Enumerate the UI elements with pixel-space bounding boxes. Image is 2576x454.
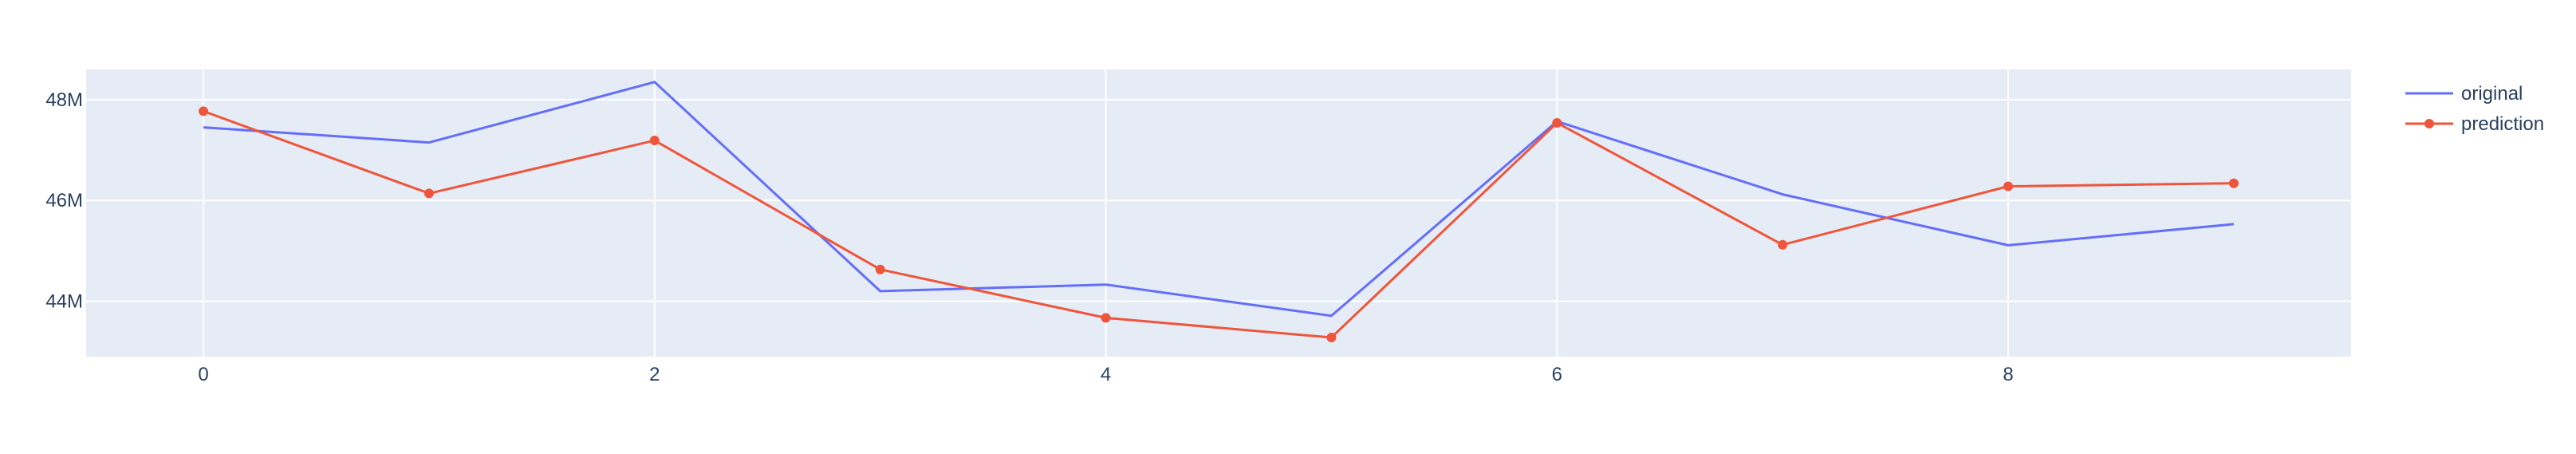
data-point-prediction[interactable] <box>199 106 209 116</box>
data-point-prediction[interactable] <box>423 188 434 199</box>
legend-item-prediction[interactable]: prediction <box>2405 113 2544 135</box>
data-point-prediction[interactable] <box>649 136 660 146</box>
x-tick-label: 8 <box>2003 364 2013 385</box>
x-tick-label: 2 <box>649 364 660 385</box>
y-tick-label: 48M <box>45 89 83 111</box>
x-tick-label: 4 <box>1101 364 1111 385</box>
legend-swatch-marker <box>2424 119 2434 128</box>
data-point-prediction[interactable] <box>1778 239 1788 250</box>
data-point-prediction[interactable] <box>2003 181 2014 191</box>
legend-label: original <box>2461 83 2523 105</box>
legend[interactable]: original prediction <box>2405 83 2544 135</box>
data-point-prediction[interactable] <box>875 264 885 274</box>
axis-labels: 0 2 4 6 8 44M 46M 48M <box>45 89 2013 385</box>
series-line-prediction[interactable] <box>203 109 2234 339</box>
series-layer <box>199 81 2239 342</box>
legend-item-original[interactable]: original <box>2405 83 2523 105</box>
legend-label: prediction <box>2461 113 2544 135</box>
data-point-prediction[interactable] <box>1101 313 1111 323</box>
series-line-original[interactable] <box>203 81 2235 318</box>
data-point-prediction[interactable] <box>1552 117 1562 128</box>
y-tick-label: 44M <box>45 291 83 313</box>
y-tick-label: 46M <box>45 190 83 211</box>
x-tick-label: 6 <box>1552 364 1562 385</box>
data-point-prediction[interactable] <box>2228 178 2239 188</box>
data-point-prediction[interactable] <box>1326 333 1337 342</box>
x-tick-label: 0 <box>198 364 208 385</box>
plot-background <box>86 69 2351 357</box>
